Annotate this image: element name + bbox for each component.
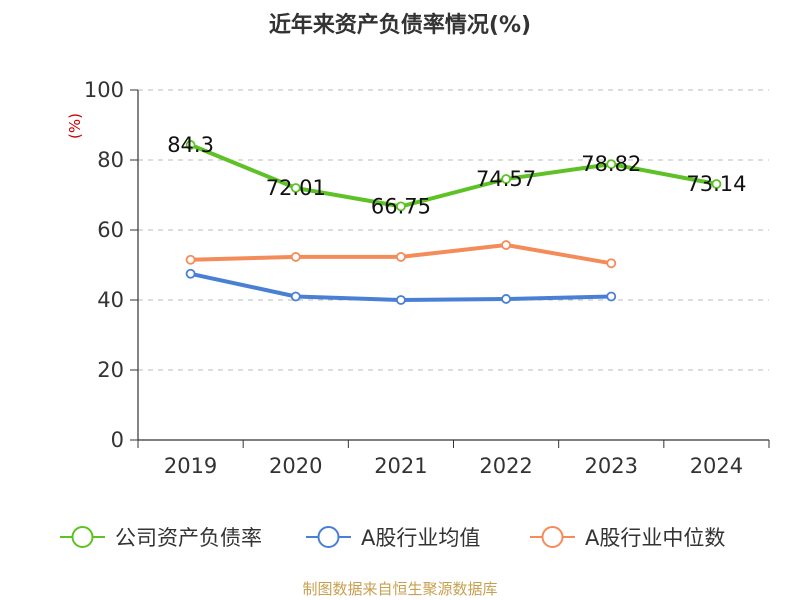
x-tick-label-2024: 2024 [690, 454, 743, 478]
data-point-s1-2020 [290, 291, 301, 302]
axes: 0 20 40 60 80 100 2019 2020 2021 2022 2023 2024 [84, 78, 770, 478]
data-point-s2-2022 [501, 240, 511, 250]
data-point-s0-2024 [711, 179, 722, 189]
data-point-s1-2022 [501, 294, 511, 304]
y-tick-label-0: 0 [111, 428, 124, 452]
legend-marker-1 [317, 526, 340, 548]
x-tick-label-2020: 2020 [269, 454, 322, 478]
data-point-s2-2021 [396, 252, 406, 262]
series-group [185, 140, 722, 305]
y-tick-label-20: 20 [97, 358, 124, 382]
legend: 公司资产负债率 A股行业均值 A股行业中位数 [60, 526, 725, 550]
series-line-0 [188, 142, 719, 209]
data-point-s1-2019 [185, 268, 196, 279]
data-point-s1-2023 [606, 291, 617, 302]
data-label-2020: 72.01 [266, 176, 326, 200]
data-point-s0-2023 [606, 159, 617, 170]
data-point-s0-2019 [185, 140, 196, 150]
legend-label-1: A股行业均值 [361, 526, 480, 550]
data-label-2024: 73.14 [686, 172, 746, 196]
data-label-2019: 84.3 [167, 133, 214, 157]
legend-marker-0 [71, 526, 94, 548]
data-point-s1-2021 [396, 295, 406, 305]
data-point-s2-2020 [290, 252, 301, 262]
data-label-2021: 66.75 [371, 194, 431, 218]
data-source-note: 制图数据来自恒生聚源数据库 [302, 580, 497, 598]
legend-label-0: 公司资产负债率 [115, 526, 262, 550]
legend-label-2: A股行业中位数 [585, 526, 725, 550]
y-tick-label-80: 80 [97, 148, 124, 172]
data-label-2022: 74.57 [476, 167, 536, 191]
x-tick-label-2019: 2019 [164, 454, 217, 478]
data-point-s0-2022 [501, 174, 511, 184]
data-point-s2-2019 [185, 254, 196, 265]
y-tick-label-100: 100 [84, 78, 124, 102]
data-point-s0-2021 [396, 201, 406, 212]
data-label-2023: 78.82 [581, 152, 641, 176]
legend-marker-2 [541, 526, 564, 548]
data-point-s0-2020 [290, 183, 301, 193]
gridlines [138, 89, 769, 371]
x-tick-label-2021: 2021 [374, 454, 427, 478]
y-tick-label-40: 40 [97, 288, 124, 312]
chart-title: 近年来资产负债率情况(%) [269, 12, 531, 38]
x-tick-label-2023: 2023 [585, 454, 638, 478]
x-tick-label-2022: 2022 [479, 454, 532, 478]
y-axis-unit-label: (%) [66, 113, 84, 139]
y-tick-label-60: 60 [97, 218, 124, 242]
data-point-s2-2023 [606, 258, 617, 269]
data-labels: 84.3 72.01 66.75 74.57 78.82 73.14 [167, 133, 746, 218]
